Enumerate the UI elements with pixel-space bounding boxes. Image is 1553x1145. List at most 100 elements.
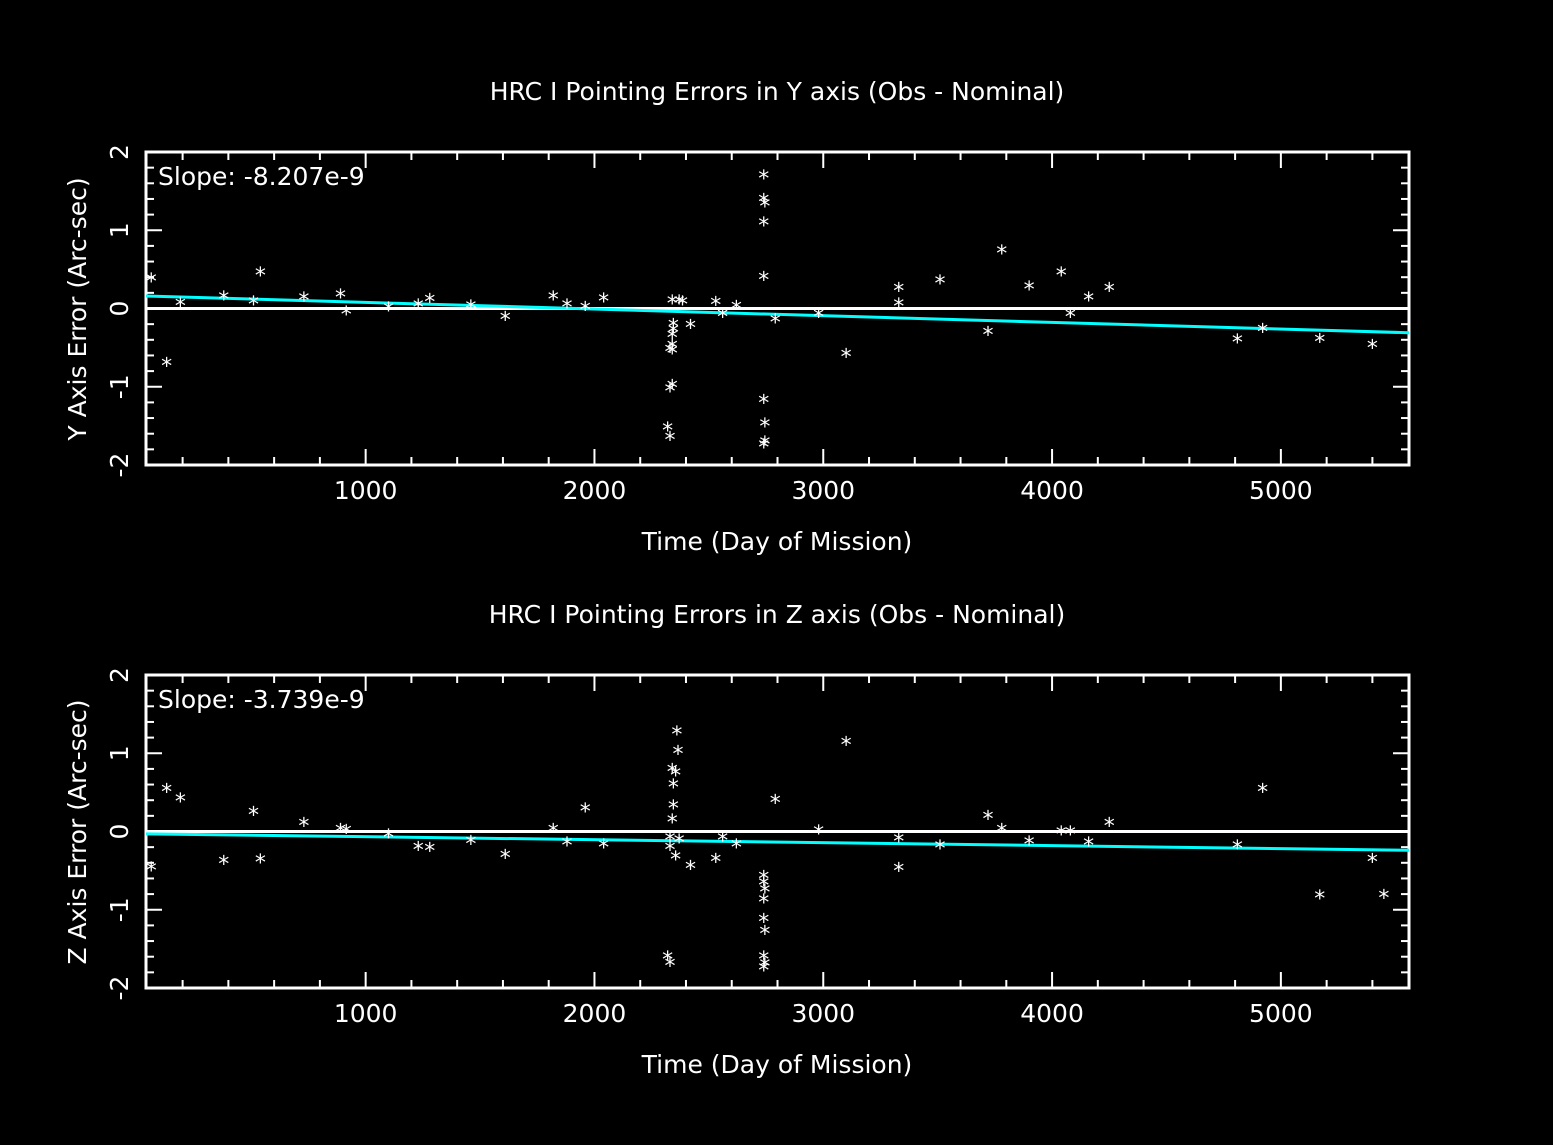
data-point: * xyxy=(981,807,994,832)
data-point: * xyxy=(663,954,676,979)
data-point: * xyxy=(1103,280,1116,305)
data-point: * xyxy=(757,959,770,984)
data-point: * xyxy=(464,297,477,322)
y-axis-error-panel: HRC I Pointing Errors in Y axis (Obs - N… xyxy=(63,77,1411,556)
data-point: * xyxy=(254,851,267,876)
y-fit-line xyxy=(145,294,1410,335)
data-point: * xyxy=(757,391,770,416)
y-data-points: *** * *** ** * ** * ** * * ***************** ******… xyxy=(145,167,1379,461)
data-point: * xyxy=(709,850,722,875)
data-point: * xyxy=(666,377,679,402)
data-point: * xyxy=(663,341,676,366)
y-panel-tick-labels: 1000 2000 3000 4000 5000 -2 -1 0 1 2 xyxy=(105,144,1313,505)
data-point: * xyxy=(757,269,770,294)
data-point: * xyxy=(716,829,729,854)
data-point: * xyxy=(217,853,230,878)
data-point: * xyxy=(892,280,905,305)
data-point: * xyxy=(1231,331,1244,356)
x-tick-label: 3000 xyxy=(791,476,855,505)
y-tick-label: 0 xyxy=(105,824,134,840)
data-point: * xyxy=(382,826,395,851)
data-point: * xyxy=(769,311,782,336)
data-point: * xyxy=(672,831,685,856)
data-point: * xyxy=(757,891,770,916)
y-panel-title: HRC I Pointing Errors in Y axis (Obs - N… xyxy=(490,77,1065,106)
x-tick-label: 4000 xyxy=(1020,999,1084,1028)
data-point: * xyxy=(892,295,905,320)
z-panel-title: HRC I Pointing Errors in Z axis (Obs - N… xyxy=(489,600,1065,629)
data-point: * xyxy=(1023,278,1036,303)
z-data-points: ** ***** ** *** ******************** ** ******… xyxy=(145,723,1391,984)
data-point: * xyxy=(340,303,353,328)
data-point: * xyxy=(758,955,771,980)
data-point: * xyxy=(666,327,679,352)
data-point: * xyxy=(499,846,512,871)
data-point: * xyxy=(995,821,1008,846)
y-tick-label: -2 xyxy=(105,976,134,1001)
data-point: * xyxy=(812,305,825,330)
data-point: * xyxy=(892,860,905,885)
data-point: * xyxy=(1064,305,1077,330)
data-point: * xyxy=(1256,320,1269,345)
data-point: * xyxy=(145,270,158,295)
x-tick-label: 1000 xyxy=(334,999,398,1028)
x-tick-label: 1000 xyxy=(334,476,398,505)
y-slope-label: Slope: -8.207e-9 xyxy=(158,162,365,191)
z-panel-tick-labels: 1000 2000 3000 4000 5000 -2 -1 0 1 2 xyxy=(105,667,1313,1028)
data-point: * xyxy=(412,296,425,321)
data-point: * xyxy=(757,436,770,461)
data-point: * xyxy=(247,803,260,828)
data-point: * xyxy=(340,821,353,846)
data-point: * xyxy=(464,832,477,857)
data-point: * xyxy=(1313,330,1326,355)
y-tick-label: -1 xyxy=(105,897,134,922)
data-point: * xyxy=(547,821,560,846)
data-point: * xyxy=(666,292,679,317)
data-point: * xyxy=(663,428,676,453)
data-point: * xyxy=(423,291,436,316)
data-point: * xyxy=(757,874,770,899)
data-point: * xyxy=(933,837,946,862)
data-point: * xyxy=(667,321,680,346)
data-point: * xyxy=(382,299,395,324)
z-panel-y-axis-label: Z Axis Error (Arc-sec) xyxy=(63,699,92,964)
y-panel-ticks xyxy=(146,151,1409,466)
data-point: * xyxy=(716,305,729,330)
data-point: * xyxy=(758,195,771,220)
x-tick-label: 4000 xyxy=(1020,476,1084,505)
y-tick-label: -1 xyxy=(105,374,134,399)
data-point: * xyxy=(1231,837,1244,862)
data-point: * xyxy=(597,836,610,861)
data-point: * xyxy=(769,792,782,817)
data-point: * xyxy=(661,948,674,973)
data-point: * xyxy=(684,316,697,341)
data-point: * xyxy=(672,292,685,317)
x-tick-label: 5000 xyxy=(1249,999,1313,1028)
z-panel-x-axis-label: Time (Day of Mission) xyxy=(641,1050,913,1079)
data-point: * xyxy=(547,288,560,313)
data-point: * xyxy=(663,839,676,864)
data-point: * xyxy=(670,723,683,748)
data-point: * xyxy=(1023,833,1036,858)
data-point: * xyxy=(661,419,674,444)
data-point: * xyxy=(499,309,512,334)
y-tick-label: 1 xyxy=(105,222,134,238)
data-point: * xyxy=(297,814,310,839)
data-point: * xyxy=(663,829,676,854)
data-point: * xyxy=(145,859,158,884)
data-point: * xyxy=(757,190,770,215)
data-point: * xyxy=(757,214,770,239)
data-point: * xyxy=(669,764,682,789)
x-tick-label: 5000 xyxy=(1249,476,1313,505)
data-point: * xyxy=(174,790,187,815)
data-point: * xyxy=(247,293,260,318)
data-point: * xyxy=(217,288,230,313)
data-point: * xyxy=(933,272,946,297)
data-point: * xyxy=(1366,337,1379,362)
data-point: * xyxy=(579,800,592,825)
data-point: * xyxy=(981,323,994,348)
data-point: * xyxy=(663,380,676,405)
data-point: * xyxy=(1082,834,1095,859)
data-point: * xyxy=(730,298,743,323)
